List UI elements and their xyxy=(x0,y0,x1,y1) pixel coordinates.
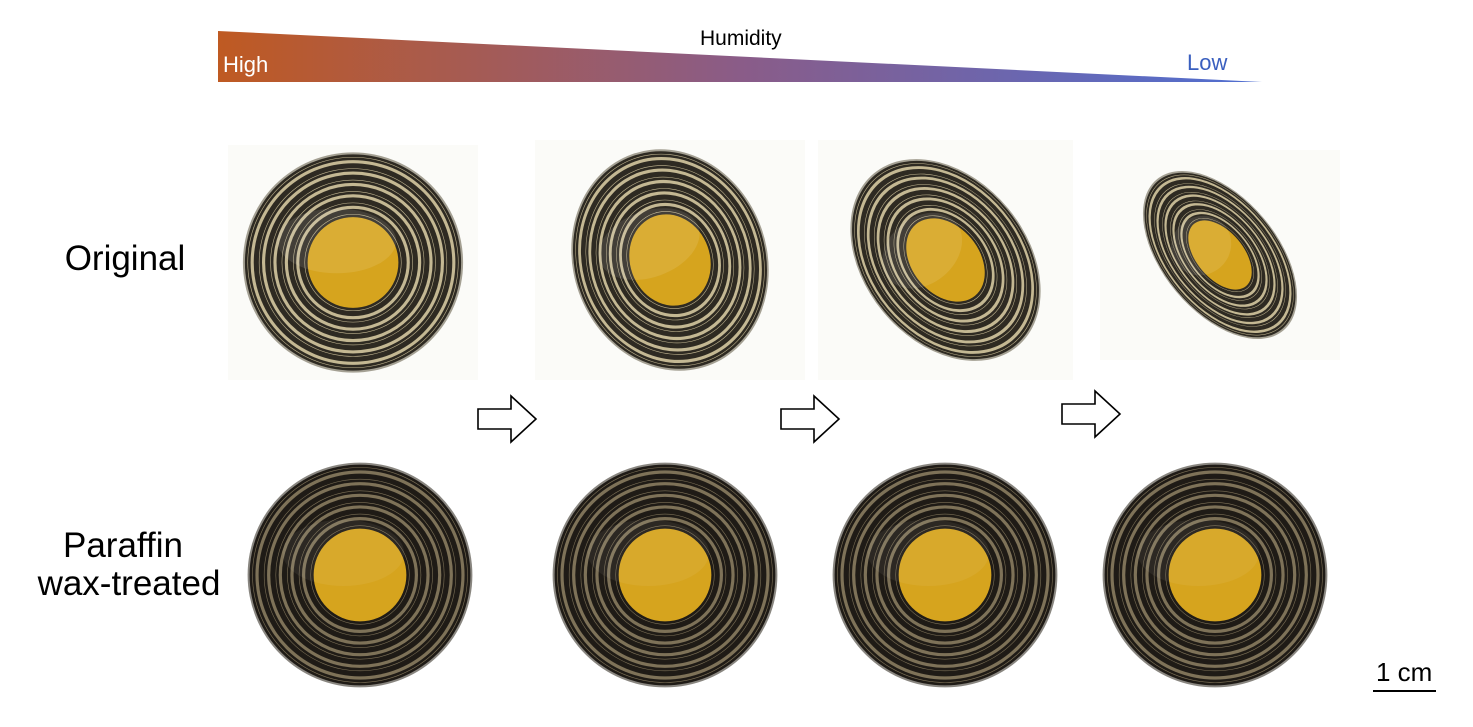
photo-original-stage-3 xyxy=(818,140,1073,380)
photo-original-stage-2 xyxy=(535,140,805,380)
photo-treated-stage-1 xyxy=(240,455,480,695)
photo-original-stage-4 xyxy=(1100,150,1340,360)
high-label: High xyxy=(223,52,269,77)
humidity-gradient-wedge xyxy=(218,31,1262,82)
row-label-treated-line2: wax-treated xyxy=(37,564,221,603)
row-label-treated-line1: Paraffin xyxy=(63,526,183,565)
scale-bar-line xyxy=(1373,690,1436,692)
photo-treated-stage-3 xyxy=(825,455,1065,695)
arrow-right-icon xyxy=(1061,389,1122,439)
row-label-original: Original xyxy=(64,239,186,278)
arrow-right-icon xyxy=(780,394,841,444)
humidity-title: Humidity xyxy=(700,27,782,50)
photo-treated-stage-2 xyxy=(545,455,785,695)
arrow-right-icon xyxy=(477,394,538,444)
low-label: Low xyxy=(1187,50,1228,75)
photo-original-stage-1 xyxy=(228,145,478,380)
photo-treated-stage-4 xyxy=(1095,455,1335,695)
scale-bar-label: 1 cm xyxy=(1376,657,1433,687)
